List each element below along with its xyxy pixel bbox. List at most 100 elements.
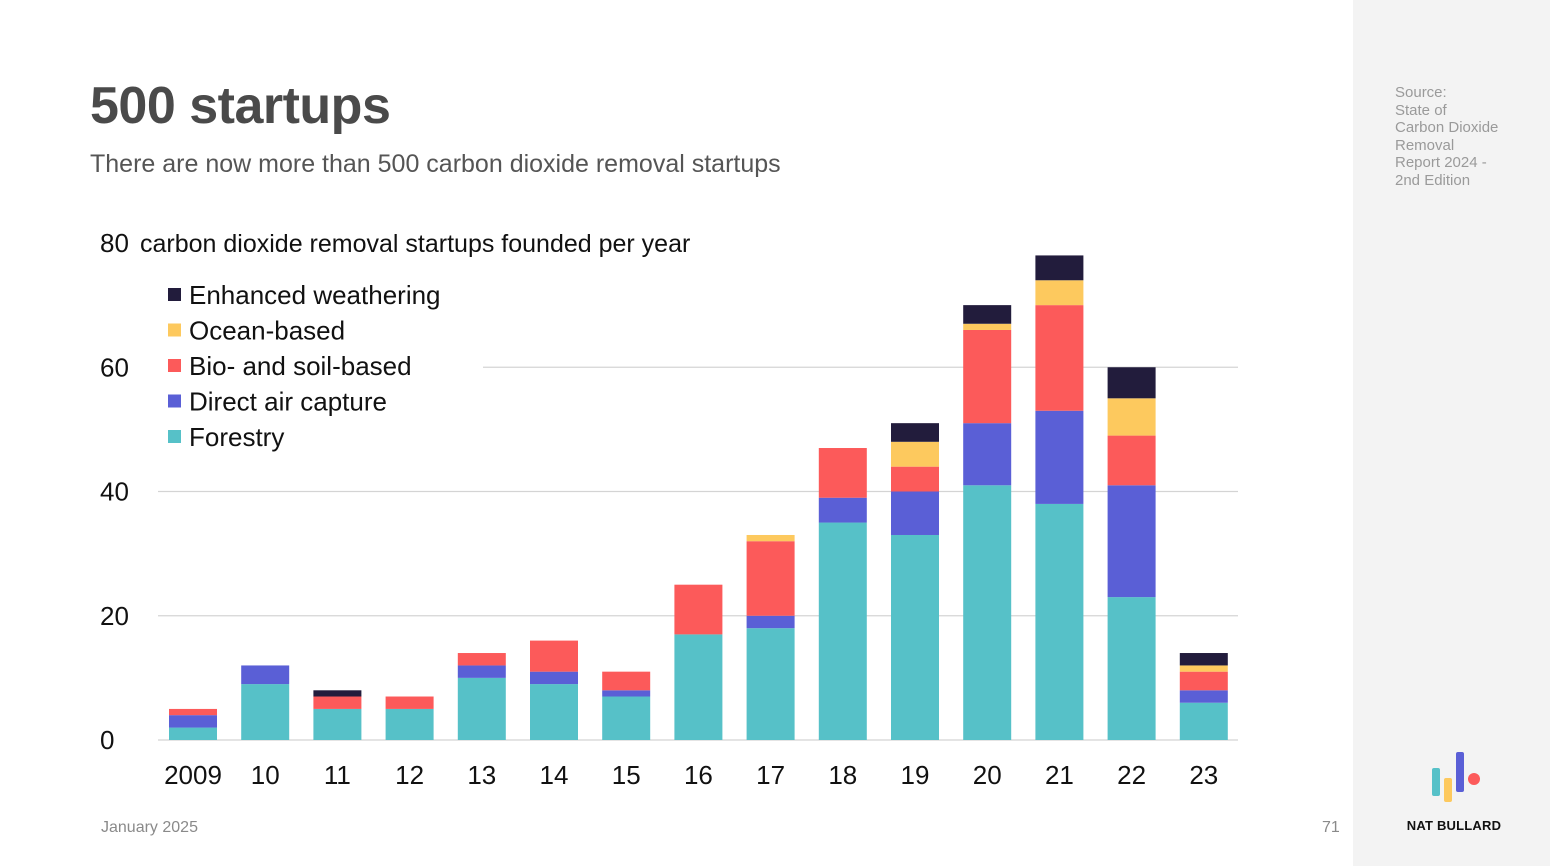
x-tick-label: 23 (1189, 760, 1218, 790)
bar-segment (1179, 702, 1228, 740)
bar-segment (818, 522, 867, 740)
bar-segment (1107, 435, 1156, 486)
bar-segment (169, 715, 217, 728)
stacked-bar-chart: 0 20 40 60 80 carbon dioxide removal startups… (100, 228, 1238, 790)
bar-segment (385, 696, 434, 709)
bar-segment (963, 323, 1012, 330)
legend-swatch (168, 430, 181, 443)
bar-segment (457, 677, 506, 740)
legend-label: Forestry (189, 422, 284, 452)
logo-bar-yellow (1444, 778, 1452, 802)
bar-segment (746, 541, 795, 616)
bar-segment (530, 640, 578, 672)
sidebar-panel (1353, 0, 1550, 866)
y-tick-label: 40 (100, 477, 129, 507)
legend-swatch (168, 323, 181, 337)
bar-segment (746, 534, 795, 542)
bar-segment (746, 615, 795, 629)
x-tick-label: 22 (1117, 760, 1146, 790)
bar-segment (1107, 597, 1156, 740)
x-tick-label: 18 (828, 760, 857, 790)
bar-segment (457, 665, 506, 678)
legend-label: Enhanced weathering (189, 280, 441, 310)
brand-name: NAT BULLARD (1406, 818, 1502, 833)
bar-segment (241, 665, 290, 685)
legend-swatch (168, 359, 181, 372)
bar-segment (313, 708, 362, 740)
bar-segment (1107, 398, 1156, 436)
source-line: 2nd Edition (1395, 171, 1471, 189)
source-line: State of (1395, 101, 1447, 119)
bar-segment (602, 690, 651, 697)
bar-segment (1179, 671, 1228, 691)
bar-segment (891, 534, 939, 740)
bar-segment (1107, 367, 1156, 399)
bar-segment (1035, 503, 1084, 740)
brand-logo-icon (1432, 752, 1480, 802)
bar-segment (963, 485, 1012, 740)
bar-segment (891, 466, 939, 492)
source-line: Report 2024 - (1395, 154, 1487, 171)
x-tick-label: 11 (324, 760, 351, 790)
source-line: Carbon Dioxide (1395, 119, 1499, 136)
bar-segment (963, 305, 1012, 324)
bar-segment (1035, 255, 1084, 281)
page-number: 71 (1322, 819, 1340, 836)
x-tick-label: 12 (395, 760, 424, 790)
x-tick-label: 16 (684, 760, 713, 790)
bar-segment (1035, 410, 1084, 504)
legend-swatch (168, 394, 181, 408)
x-tick-label: 19 (901, 760, 930, 790)
x-tick-label: 13 (467, 760, 496, 790)
bar-segment (530, 671, 578, 685)
bar-segment (891, 441, 939, 467)
logo-dot-red (1468, 773, 1480, 785)
bar-segment (457, 653, 506, 666)
page-title: 500 startups (90, 77, 391, 135)
bar-segment (891, 423, 939, 442)
bar-segment (818, 448, 867, 498)
source-line: Source: (1395, 84, 1447, 101)
label-layer: 0 20 40 60 80 carbon dioxide removal startups… (100, 228, 1218, 790)
source-note: Source: State of Carbon Dioxide Removal … (1395, 84, 1535, 189)
legend-label: Ocean-based (189, 316, 345, 346)
bar-segment (602, 696, 651, 740)
bar-segment (963, 423, 1012, 486)
y-tick-label: 0 (100, 725, 114, 755)
bar-segment (385, 708, 434, 740)
bar-segment (891, 491, 939, 535)
bar-segment (674, 584, 723, 635)
bar-segment (1107, 485, 1156, 598)
chart-title: carbon dioxide removal startups founded … (140, 230, 690, 258)
bar-segment (169, 727, 217, 740)
bar-segment (1179, 665, 1228, 672)
x-tick-label: 2009 (164, 760, 222, 790)
bar-segment (313, 696, 362, 709)
bar-segment (530, 684, 578, 740)
x-tick-label: 10 (251, 760, 280, 790)
bar-segment (1179, 653, 1228, 666)
x-tick-label: 20 (973, 760, 1002, 790)
page-subtitle: There are now more than 500 carbon dioxi… (90, 150, 781, 178)
bar-segment (602, 671, 651, 691)
y-tick-label: 20 (100, 601, 129, 631)
x-tick-label: 14 (540, 760, 569, 790)
bar-segment (674, 634, 723, 740)
x-tick-label: 15 (612, 760, 641, 790)
bar-segment (746, 628, 795, 740)
y-tick-label: 60 (100, 352, 129, 382)
bar-segment (313, 690, 362, 697)
logo-bar-teal (1432, 768, 1440, 796)
legend-swatch (168, 288, 181, 301)
x-tick-label: 21 (1045, 760, 1074, 790)
x-tick-label: 17 (756, 760, 785, 790)
bar-segment (1179, 690, 1228, 703)
y-tick-label: 80 (100, 228, 129, 258)
bar-segment (241, 684, 290, 740)
legend-label: Bio- and soil-based (189, 351, 412, 381)
logo-bar-blue (1456, 752, 1464, 792)
source-line: Removal (1395, 136, 1455, 154)
legend-label: Direct air capture (189, 387, 387, 417)
bar-layer (169, 255, 1228, 740)
legend-layer: Enhanced weathering Ocean-based Bio- and s… (168, 280, 441, 452)
